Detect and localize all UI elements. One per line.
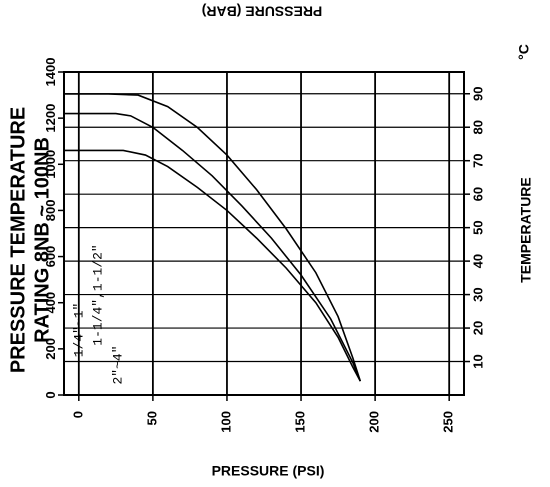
series-label: 2"~4" xyxy=(110,345,125,384)
psi-tick-label: 1400 xyxy=(43,58,58,87)
series-label: 1-1/4",1-1/2" xyxy=(90,244,105,345)
rating-curves xyxy=(64,93,362,382)
chart-title-line-2: RATING 8NB ~ 100NB xyxy=(31,137,53,343)
temperature-tick-label: 200 xyxy=(367,411,382,433)
psi-axis-title: PRESSURE (PSI) xyxy=(212,463,325,479)
bar-tick-label: 80 xyxy=(471,120,486,134)
bar-tick-label: 40 xyxy=(471,254,486,268)
psi-tick-labels: 0 200 400 600 800 1000 1200 1400 xyxy=(43,58,64,399)
series-labels: 1/4"~1" 1-1/4",1-1/2" 2"~4" xyxy=(71,244,125,384)
chart-grid xyxy=(64,72,464,395)
psi-tick-label: 800 xyxy=(43,200,58,222)
bar-tick-label: 60 xyxy=(471,187,486,201)
bar-tick-label: 90 xyxy=(471,87,486,101)
bar-tick-labels: 10 20 30 40 50 60 70 80 90 xyxy=(464,87,486,369)
temperature-tick-label: 50 xyxy=(144,411,159,425)
temperature-tick-label: 100 xyxy=(218,411,233,433)
temperature-tick-labels: 0 50 100 150 200 250 xyxy=(70,395,456,433)
temperature-tick-label: 250 xyxy=(441,411,456,433)
bar-tick-label: 50 xyxy=(471,220,486,234)
rating-curve xyxy=(64,149,362,382)
psi-tick-label: 600 xyxy=(43,246,58,268)
bar-tick-label: 10 xyxy=(471,354,486,368)
psi-tick-label: 1000 xyxy=(43,150,58,179)
bar-tick-label: 20 xyxy=(471,321,486,335)
chart-title-line-1: PRESSURE TEMPERATURE xyxy=(7,107,29,373)
plot-frame xyxy=(63,71,465,396)
rating-curve xyxy=(64,93,362,382)
temperature-axis-title: TEMPERATURE xyxy=(518,177,534,283)
psi-tick-label: 0 xyxy=(43,391,58,398)
psi-tick-label: 200 xyxy=(43,338,58,360)
series-label: 1/4"~1" xyxy=(71,303,86,358)
bar-axis-title: PRESSURE (BAR) xyxy=(202,3,323,19)
bar-tick-label: 30 xyxy=(471,287,486,301)
rating-curve xyxy=(64,112,362,382)
temperature-tick-label: 150 xyxy=(292,411,307,433)
psi-tick-label: 1200 xyxy=(43,104,58,133)
psi-tick-label: 400 xyxy=(43,292,58,314)
temperature-unit-label: °C xyxy=(516,44,532,60)
temperature-tick-label: 0 xyxy=(70,411,85,418)
bar-tick-label: 70 xyxy=(471,153,486,167)
